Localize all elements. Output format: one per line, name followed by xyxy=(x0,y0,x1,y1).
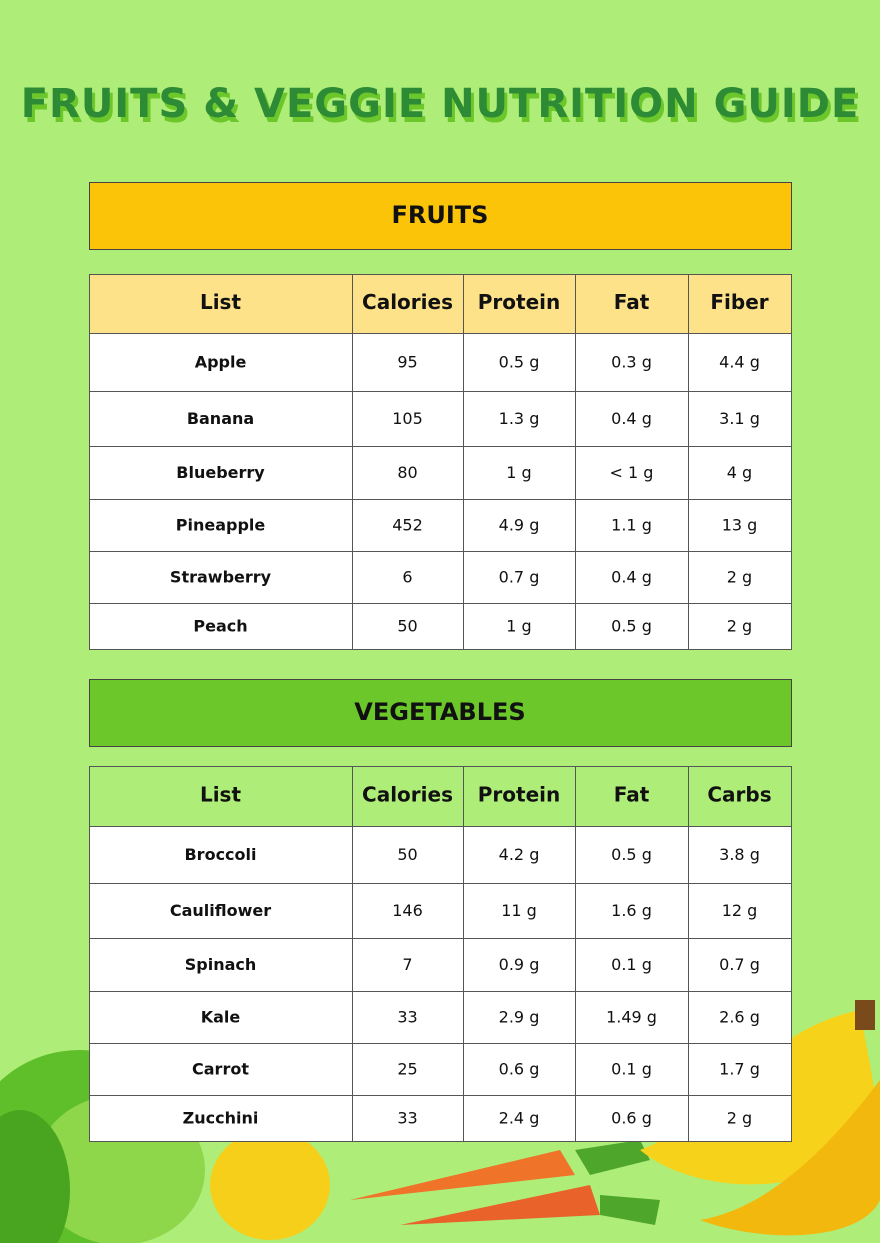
cell: 50 xyxy=(397,617,417,636)
cell: 33 xyxy=(397,1008,417,1027)
table-body xyxy=(89,333,792,650)
cell: 6 xyxy=(402,568,412,587)
row-label: Carrot xyxy=(192,1060,249,1079)
cell: 12 g xyxy=(722,901,758,920)
row-label: Pineapple xyxy=(176,516,266,535)
cell: 1.49 g xyxy=(606,1008,657,1027)
cell: 13 g xyxy=(722,516,758,535)
carrot-top xyxy=(600,1195,660,1225)
cell: 0.4 g xyxy=(611,568,652,587)
cell: 0.6 g xyxy=(611,1109,652,1128)
section-header xyxy=(89,182,792,250)
cell: 25 xyxy=(397,1060,417,1079)
banana-stem xyxy=(855,1000,875,1030)
cell: 80 xyxy=(397,463,417,482)
cell: 2 g xyxy=(727,617,752,636)
cell: 0.7 g xyxy=(719,955,760,974)
cell: 0.5 g xyxy=(611,845,652,864)
row-label: Cauliflower xyxy=(170,901,271,920)
row-label: Peach xyxy=(193,617,247,636)
cell: 2.6 g xyxy=(719,1008,760,1027)
column-header: Calories xyxy=(362,783,453,807)
cell: 1.1 g xyxy=(611,516,652,535)
column-header: Calories xyxy=(362,290,453,314)
tables: FRUITS List Calories Protein Fat Fiber Apple 95… xyxy=(89,182,792,1142)
pepper xyxy=(210,1130,330,1240)
cell: 0.1 g xyxy=(611,1060,652,1079)
cell: 95 xyxy=(397,353,417,372)
cell: 0.1 g xyxy=(611,955,652,974)
column-header: Fat xyxy=(614,783,650,807)
cell: 0.5 g xyxy=(499,353,540,372)
cell: 4.2 g xyxy=(499,845,540,864)
row-label: Banana xyxy=(187,409,254,428)
cell: 0.4 g xyxy=(611,409,652,428)
cell: 3.1 g xyxy=(719,409,760,428)
cell: 1 g xyxy=(506,617,531,636)
cell: 4 g xyxy=(727,463,752,482)
column-header: Fiber xyxy=(710,290,768,314)
cell: 0.5 g xyxy=(611,617,652,636)
row-label: Apple xyxy=(195,353,247,372)
cell: 146 xyxy=(392,901,423,920)
title-shadow: FRUITS & VEGGIE NUTRITION GUIDE xyxy=(24,86,863,132)
section-title: FRUITS xyxy=(392,201,489,229)
cell: 105 xyxy=(392,409,423,428)
column-header: Fat xyxy=(614,290,650,314)
cell: 4.4 g xyxy=(719,353,760,372)
row-label: Spinach xyxy=(185,955,257,974)
column-header: List xyxy=(200,783,242,807)
cell: 33 xyxy=(397,1109,417,1128)
cell: 1.6 g xyxy=(611,901,652,920)
cell: 2.9 g xyxy=(499,1008,540,1027)
row-label: Blueberry xyxy=(176,463,265,482)
cell: 4.9 g xyxy=(499,516,540,535)
cell: 3.8 g xyxy=(719,845,760,864)
row-label: Broccoli xyxy=(184,845,256,864)
cell: 1.3 g xyxy=(499,409,540,428)
banana xyxy=(700,1080,880,1236)
cell: 452 xyxy=(392,516,423,535)
cell: < 1 g xyxy=(610,463,654,482)
table-header-row xyxy=(89,274,792,334)
row-label: Zucchini xyxy=(183,1109,259,1128)
cabbage-leaf xyxy=(0,1110,70,1243)
cell: 1 g xyxy=(506,463,531,482)
cell: 0.6 g xyxy=(499,1060,540,1079)
cell: 50 xyxy=(397,845,417,864)
cell: 0.3 g xyxy=(611,353,652,372)
cell: 0.9 g xyxy=(499,955,540,974)
carrot xyxy=(400,1185,600,1225)
section-header xyxy=(89,679,792,747)
row-label: Strawberry xyxy=(170,568,272,587)
table-header-row xyxy=(89,766,792,827)
column-header: Protein xyxy=(478,290,560,314)
cell: 0.7 g xyxy=(499,568,540,587)
carrot xyxy=(350,1150,575,1200)
section-title: VEGETABLES xyxy=(354,698,525,726)
cell: 11 g xyxy=(501,901,537,920)
cell: 1.7 g xyxy=(719,1060,760,1079)
title: FRUITS & VEGGIE NUTRITION GUIDE xyxy=(21,81,860,127)
cell: 2 g xyxy=(727,568,752,587)
column-header: Protein xyxy=(478,783,560,807)
column-header: List xyxy=(200,290,242,314)
carrot-top xyxy=(575,1140,650,1175)
column-header: Carbs xyxy=(707,783,771,807)
cell: 7 xyxy=(402,955,412,974)
cell: 2 g xyxy=(727,1109,752,1128)
table-body xyxy=(89,826,792,1142)
row-label: Kale xyxy=(201,1008,241,1027)
cell: 2.4 g xyxy=(499,1109,540,1128)
